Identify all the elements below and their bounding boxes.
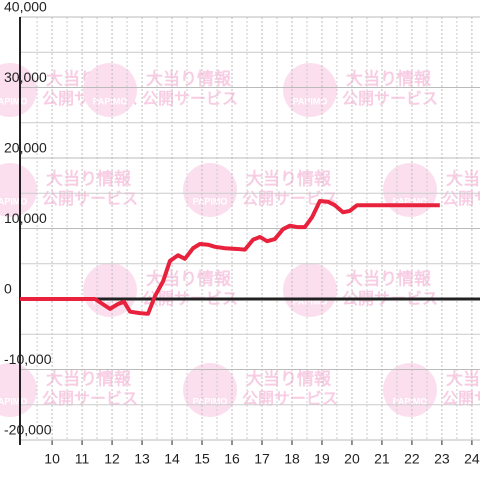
watermark-logo-text: PAPIMO bbox=[193, 196, 228, 206]
watermark-text: 大当り情報 bbox=[46, 168, 132, 188]
y-tick-label: -20,000 bbox=[4, 422, 52, 438]
y-tick-label: 10,000 bbox=[4, 210, 47, 226]
watermark-logo-text: PAPIMO bbox=[0, 396, 27, 406]
watermark-text: 大当り情報 bbox=[446, 368, 480, 388]
watermark-logo bbox=[183, 163, 237, 217]
watermark-logo bbox=[283, 63, 337, 117]
watermark-logo-text: PAPIMO bbox=[293, 96, 328, 106]
y-tick-label: -10,000 bbox=[4, 351, 52, 367]
y-tick-label: 0 bbox=[4, 281, 12, 297]
x-tick-label: 13 bbox=[134, 451, 150, 467]
watermark-text: 公開サービス bbox=[42, 190, 138, 208]
watermark-text: 大当り情報 bbox=[346, 268, 432, 288]
watermark-logo bbox=[0, 363, 37, 417]
x-tick-label: 12 bbox=[104, 451, 120, 467]
watermark-logo-text: PAPIMO bbox=[93, 296, 128, 306]
watermark-logo bbox=[183, 363, 237, 417]
x-tick-label: 23 bbox=[434, 451, 450, 467]
watermark-logo-text: PAPIMO bbox=[393, 196, 428, 206]
watermark-logo bbox=[0, 163, 37, 217]
watermark-text: 公開サービス bbox=[342, 90, 438, 108]
x-tick-label: 18 bbox=[284, 451, 300, 467]
watermark-logo-text: PAPIMO bbox=[393, 396, 428, 406]
y-tick-label: 30,000 bbox=[4, 69, 47, 85]
watermark-text: 大当り情報 bbox=[46, 368, 132, 388]
x-tick-label: 21 bbox=[374, 451, 390, 467]
x-tick-label: 17 bbox=[254, 451, 270, 467]
watermark-logo-text: PAPIMO bbox=[93, 96, 128, 106]
x-tick-label: 20 bbox=[344, 451, 360, 467]
watermark-logo-text: PAPIMO bbox=[0, 96, 27, 106]
watermarks: PAPIMO大当り情報公開サービスPAPIMO大当り情報公開サービスPAPIMO… bbox=[0, 63, 480, 417]
x-tick-label: 24 bbox=[464, 451, 480, 467]
watermark-text: 大当り情報 bbox=[346, 68, 432, 88]
y-tick-label: 40,000 bbox=[4, 0, 47, 15]
watermark-text: 公開サービス bbox=[242, 190, 338, 208]
watermark-text: 大当り情報 bbox=[446, 168, 480, 188]
watermark-logo bbox=[383, 363, 437, 417]
watermark-logo bbox=[83, 63, 137, 117]
watermark-text: 公開サービス bbox=[142, 90, 238, 108]
x-tick-label: 10 bbox=[44, 451, 60, 467]
watermark-text: 公開サービス bbox=[442, 390, 480, 408]
x-tick-label: 15 bbox=[194, 451, 210, 467]
watermark-text: 公開サービス bbox=[42, 390, 138, 408]
y-tick-label: 20,000 bbox=[4, 140, 47, 156]
x-tick-label: 22 bbox=[404, 451, 420, 467]
watermark-text: 公開サービス bbox=[442, 190, 480, 208]
watermark-text: 大当り情報 bbox=[246, 168, 332, 188]
x-tick-label: 16 bbox=[224, 451, 240, 467]
watermark-text: 大当り情報 bbox=[146, 68, 232, 88]
watermark-text: 公開サービス bbox=[242, 390, 338, 408]
x-tick-label: 11 bbox=[75, 451, 90, 467]
line bbox=[20, 199, 440, 316]
x-tick-label: 19 bbox=[314, 451, 330, 467]
watermark-text: 大当り情報 bbox=[246, 368, 332, 388]
watermark-logo bbox=[283, 263, 337, 317]
watermark-logo-text: PAPIMO bbox=[293, 296, 328, 306]
watermark-logo bbox=[383, 163, 437, 217]
watermark-logo-text: PAPIMO bbox=[0, 196, 27, 206]
watermark-logo-text: PAPIMO bbox=[193, 396, 228, 406]
watermark-logo bbox=[0, 63, 37, 117]
x-tick-label: 14 bbox=[164, 451, 180, 467]
